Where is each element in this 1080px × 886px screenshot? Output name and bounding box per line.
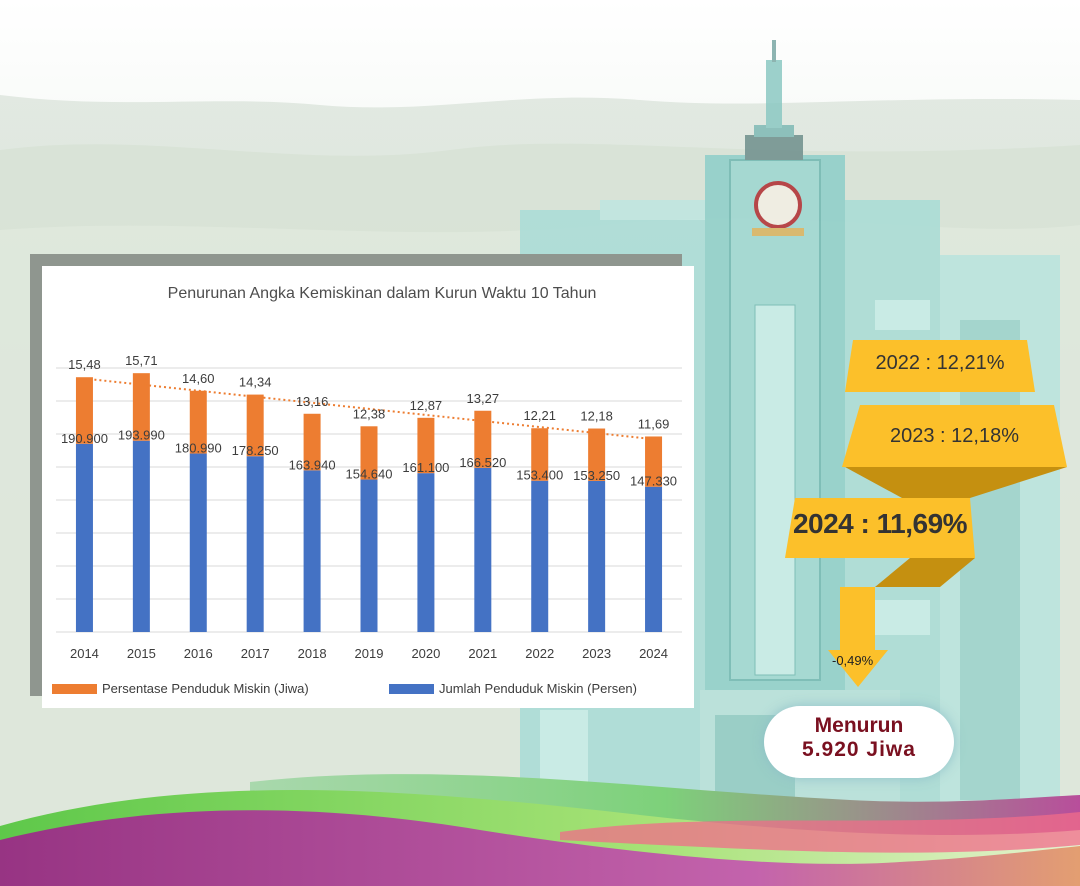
decrease-percent-label: -0,49% — [832, 653, 874, 668]
callout-2023: 2023 : 12,18% — [842, 405, 1067, 467]
chart-trendline — [84, 377, 654, 441]
label-percent-2024: 11,69 — [638, 416, 670, 431]
bar-percent-2015 — [132, 373, 150, 441]
callout-2023-text: 2023 : 12,18% — [890, 425, 1019, 447]
trendline — [84, 377, 654, 441]
bar-percent-2024 — [645, 436, 663, 487]
bar-count-2023 — [588, 480, 606, 632]
legend-swatch-percent — [52, 684, 97, 694]
label-count-2021: 166.520 — [459, 455, 506, 470]
chart-legend: Persentase Penduduk Miskin (Jiwa) Jumlah … — [52, 681, 637, 696]
x-tick-2015: 2015 — [127, 646, 156, 661]
callout-2024-text: 2024 : 11,69% — [792, 508, 968, 539]
bar-percent-2023 — [588, 428, 606, 481]
bar-count-2016 — [189, 453, 207, 632]
x-tick-2020: 2020 — [411, 646, 440, 661]
bar-count-2014 — [75, 443, 93, 632]
callout-2024: 2024 : 11,69% — [785, 498, 975, 558]
chart-card: Penurunan Angka Kemiskinan dalam Kurun W… — [42, 266, 694, 708]
x-tick-2017: 2017 — [241, 646, 270, 661]
label-percent-2014: 15,48 — [68, 357, 101, 372]
label-count-2023: 153.250 — [573, 468, 620, 483]
poverty-chart: Penurunan Angka Kemiskinan dalam Kurun W… — [52, 285, 682, 696]
label-count-2015: 193.990 — [118, 428, 165, 443]
label-count-2017: 178.250 — [232, 443, 279, 458]
bar-percent-2014 — [75, 377, 93, 444]
bar-count-2017 — [246, 456, 264, 632]
x-tick-2022: 2022 — [525, 646, 554, 661]
label-count-2020: 161.100 — [402, 460, 449, 475]
label-count-2018: 163.940 — [289, 457, 336, 472]
legend-label-count: Jumlah Penduduk Miskin (Persen) — [439, 681, 637, 696]
label-percent-2017: 14,34 — [239, 375, 272, 390]
bar-count-2020 — [417, 473, 435, 632]
chart-bars — [75, 373, 663, 632]
label-percent-2023: 12,18 — [580, 409, 613, 424]
label-percent-2016: 14,60 — [182, 371, 215, 386]
callout-2022-text: 2022 : 12,21% — [875, 352, 1005, 374]
chart-data-labels: 15,48 190.900 15,71 193.990 14,60 180.990 14,3… — [61, 353, 677, 489]
label-count-2014: 190.900 — [61, 431, 108, 446]
x-tick-2021: 2021 — [468, 646, 497, 661]
chart-title: Penurunan Angka Kemiskinan dalam Kurun W… — [168, 285, 597, 302]
bar-percent-2022 — [531, 428, 549, 481]
legend-swatch-count — [389, 684, 434, 694]
label-count-2022: 153.400 — [516, 468, 563, 483]
label-percent-2021: 13,27 — [467, 391, 500, 406]
bar-percent-2021 — [474, 410, 492, 468]
label-percent-2020: 12,87 — [410, 398, 443, 413]
label-percent-2018: 13,16 — [296, 394, 329, 409]
label-count-2024: 147.330 — [630, 474, 677, 489]
ribbon-arrow — [828, 467, 1067, 687]
x-tick-2014: 2014 — [70, 646, 99, 661]
result-text-line2: 5.920 Jiwa — [802, 738, 916, 761]
result-text-line1: Menurun — [814, 714, 904, 737]
x-tick-2016: 2016 — [184, 646, 213, 661]
label-count-2019: 154.640 — [346, 467, 393, 482]
bar-percent-2020 — [417, 417, 435, 474]
bar-percent-2018 — [303, 413, 321, 471]
label-percent-2015: 15,71 — [125, 353, 158, 368]
x-tick-2023: 2023 — [582, 646, 611, 661]
bar-percent-2016 — [189, 390, 207, 454]
bar-count-2021 — [474, 467, 492, 632]
callout-2022: 2022 : 12,21% — [845, 340, 1035, 392]
x-tick-2024: 2024 — [639, 646, 668, 661]
x-axis: 2014 2015 2016 2017 2018 2019 2020 2021 2022 2023… — [70, 646, 668, 661]
bar-count-2019 — [360, 479, 378, 632]
bar-count-2018 — [303, 470, 321, 632]
legend-label-percent: Persentase Penduduk Miskin (Jiwa) — [102, 681, 309, 696]
x-tick-2018: 2018 — [298, 646, 327, 661]
label-count-2016: 180.990 — [175, 441, 222, 456]
label-percent-2019: 12,38 — [353, 406, 386, 421]
bar-count-2024 — [645, 486, 663, 632]
bar-percent-2019 — [360, 426, 378, 480]
bar-percent-2017 — [246, 394, 264, 457]
bar-count-2022 — [531, 480, 549, 632]
bar-count-2015 — [132, 440, 150, 632]
label-percent-2022: 12,21 — [523, 408, 556, 423]
x-tick-2019: 2019 — [355, 646, 384, 661]
result-pill: Menurun 5.920 Jiwa — [764, 706, 954, 778]
